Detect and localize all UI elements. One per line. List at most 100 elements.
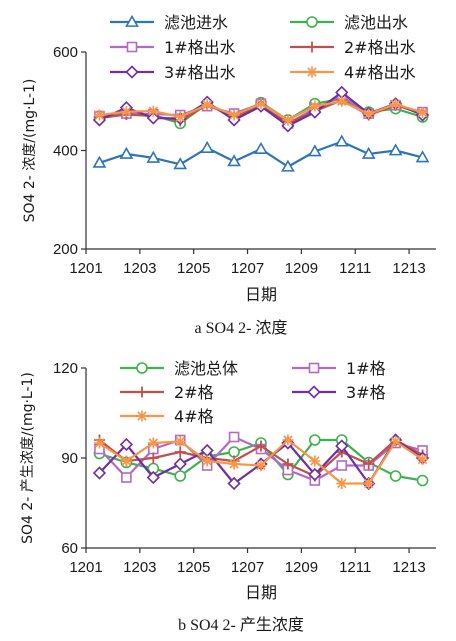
legend-entry: 1#格出水: [110, 38, 236, 57]
legend-label: 2#格: [174, 383, 214, 402]
data-point: [417, 107, 429, 119]
legend-marker: [125, 65, 139, 79]
legend-label: 3#格: [346, 383, 386, 402]
data-point: [255, 98, 267, 110]
legend-label: 滤池出水: [344, 13, 408, 32]
chart-caption: a SO4 2- 浓度: [195, 319, 288, 337]
legend-label: 4#格出水: [344, 63, 416, 82]
y-tick-label: 600: [53, 44, 78, 61]
x-tick-label: 1205: [177, 559, 210, 576]
x-tick-label: 1207: [231, 559, 264, 576]
data-point: [147, 105, 159, 117]
data-point: [93, 437, 105, 449]
data-point: [228, 458, 240, 470]
legend-entry: 1#格: [292, 359, 386, 378]
data-point: [147, 437, 159, 449]
chart-a: 200 400 600 1201 1203 1205 1207 1209 1211 1213 日期 S…: [22, 13, 436, 337]
data-point: [174, 470, 187, 482]
x-axis-title: 日期: [245, 285, 277, 304]
legend-entry: 滤池出水: [290, 13, 408, 32]
data-point: [254, 141, 268, 154]
data-point: [174, 436, 186, 447]
data-point: [282, 114, 294, 126]
data-point: [92, 155, 107, 168]
y-tick-label: 60: [61, 540, 78, 557]
x-tick-label: 1203: [123, 559, 156, 576]
y-tick-label: 90: [61, 450, 78, 467]
data-point: [227, 476, 241, 491]
data-point: [363, 478, 375, 489]
data-point: [147, 452, 159, 464]
chart-b: 60 90 120 1201 1203 1205 1207 1209 1211 1213 日期 SO4…: [20, 359, 436, 634]
data-point: [282, 434, 294, 446]
data-point: [336, 460, 348, 471]
x-tick-label: 1205: [177, 260, 210, 277]
y-tick-label: 120: [53, 360, 78, 377]
data-point: [120, 455, 132, 467]
data-point: [334, 134, 349, 147]
legend-entry: 2#格出水: [290, 38, 416, 57]
x-axis-title: 日期: [245, 583, 277, 602]
data-point: [174, 446, 186, 458]
x-tick-label: 1203: [123, 260, 156, 277]
data-point: [92, 466, 107, 480]
x-tick-label: 1209: [285, 260, 318, 277]
legend-entry: 3#格出水: [110, 63, 236, 82]
data-point: [227, 154, 241, 167]
y-axis-title: SO4 2- 产生浓度/(mg·L-1): [20, 372, 36, 544]
data-point: [173, 157, 188, 170]
chart-caption: b SO4 2- 产生浓度: [178, 616, 304, 634]
legend-marker: [307, 385, 321, 399]
legend-marker: [125, 14, 139, 27]
y-tick-label: 200: [53, 241, 78, 258]
data-point: [255, 460, 267, 471]
legend-label: 2#格出水: [344, 38, 416, 57]
x-tick-label: 1211: [339, 260, 371, 277]
legend-entry: 4#格出水: [290, 63, 416, 82]
data-point: [119, 437, 134, 452]
legend-label: 滤池总体: [174, 359, 238, 378]
legend-marker: [306, 16, 318, 28]
legend-entry: 滤池总体: [120, 359, 238, 378]
data-point: [309, 434, 321, 446]
legend-marker: [136, 410, 148, 422]
data-point: [201, 99, 213, 111]
legend-entry: 2#格: [120, 383, 214, 402]
data-point: [307, 144, 322, 157]
data-point: [336, 95, 348, 107]
data-point: [282, 458, 294, 470]
data-point: [121, 472, 132, 483]
data-point: [200, 140, 215, 153]
data-point: [173, 457, 187, 471]
y-axis-title: SO4 2- 浓度/(mg·L-1): [22, 79, 38, 223]
data-point: [417, 454, 429, 465]
legend-label: 1#格出水: [164, 38, 236, 57]
legend-label: 3#格出水: [164, 63, 236, 82]
legend-entry: 滤池进水: [110, 13, 228, 32]
data-point: [416, 474, 429, 487]
data-point: [363, 458, 375, 470]
series-0: [92, 134, 430, 172]
data-point: [390, 98, 402, 110]
x-tick-label: 1213: [392, 559, 425, 576]
x-tick-label: 1201: [69, 559, 102, 576]
data-point: [390, 436, 402, 447]
data-point: [415, 150, 430, 163]
x-tick-label: 1201: [69, 260, 102, 277]
data-point: [335, 439, 349, 453]
x-tick-label: 1209: [285, 559, 318, 576]
data-point: [146, 111, 160, 125]
data-point: [309, 455, 321, 467]
legend-marker: [308, 362, 320, 374]
series-4: [93, 434, 429, 489]
legend-label: 1#格: [346, 359, 386, 378]
data-point: [228, 109, 240, 121]
data-point: [120, 106, 132, 118]
data-point: [336, 478, 348, 489]
data-point: [308, 467, 322, 482]
series-5: [93, 95, 429, 126]
legend-label: 4#格: [174, 407, 214, 426]
data-point: [146, 150, 161, 163]
legend-marker: [136, 386, 148, 398]
data-point: [389, 470, 402, 482]
